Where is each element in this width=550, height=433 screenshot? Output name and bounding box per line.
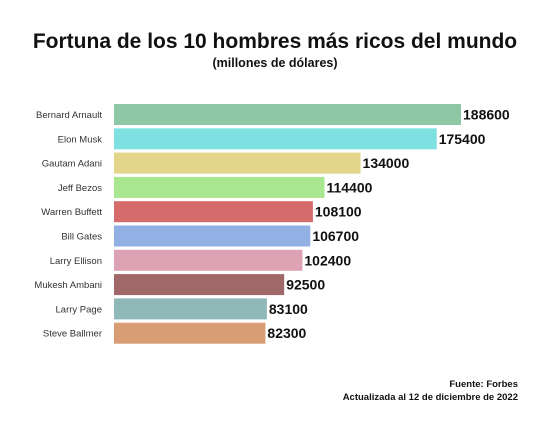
chart-title: Fortuna de los 10 hombres más ricos del …	[32, 30, 518, 53]
value-label-steve-ballmer: 82300	[267, 325, 306, 341]
category-label-bernard-arnault: Bernard Arnault	[36, 110, 102, 121]
bar-steve-ballmer	[114, 322, 266, 344]
category-label-warren-buffett: Warren Buffett	[41, 207, 102, 218]
bar-larry-ellison	[114, 249, 303, 271]
bar-elon-musk	[114, 128, 437, 150]
value-label-jeff-bezos: 114400	[326, 179, 372, 195]
category-label-larry-page: Larry Page	[56, 304, 102, 315]
bar-bill-gates	[114, 225, 311, 247]
category-label-jeff-bezos: Jeff Bezos	[58, 183, 102, 194]
bar-gautam-adani	[114, 152, 361, 174]
value-label-larry-page: 83100	[269, 301, 308, 317]
category-label-steve-ballmer: Steve Ballmer	[43, 329, 102, 340]
bar-warren-buffett	[114, 201, 313, 223]
source-text: Fuente: Forbes	[449, 379, 518, 390]
category-label-gautam-adani: Gautam Adani	[42, 159, 102, 170]
value-label-warren-buffett: 108100	[315, 204, 362, 220]
updated-text: Actualizada al 12 de diciembre de 2022	[342, 392, 518, 403]
category-label-larry-ellison: Larry Ellison	[50, 256, 102, 267]
chart-subtitle: (millones de dólares)	[212, 56, 338, 70]
bar-jeff-bezos	[114, 176, 325, 198]
value-label-bill-gates: 106700	[312, 228, 359, 244]
category-label-mukesh-ambani: Mukesh Ambani	[34, 280, 102, 291]
value-label-gautam-adani: 134000	[363, 155, 410, 171]
value-label-larry-ellison: 102400	[304, 252, 351, 268]
source-note: Fuente: Forbes Actualizada al 12 de dici…	[343, 378, 518, 404]
category-label-elon-musk: Elon Musk	[58, 134, 103, 145]
category-label-bill-gates: Bill Gates	[61, 232, 102, 243]
value-label-elon-musk: 175400	[439, 131, 486, 147]
bar-mukesh-ambani	[114, 274, 285, 296]
bar-larry-page	[114, 298, 267, 320]
value-label-mukesh-ambani: 92500	[286, 277, 325, 293]
bar-bernard-arnault	[114, 104, 461, 125]
value-label-bernard-arnault: 188600	[463, 107, 510, 123]
